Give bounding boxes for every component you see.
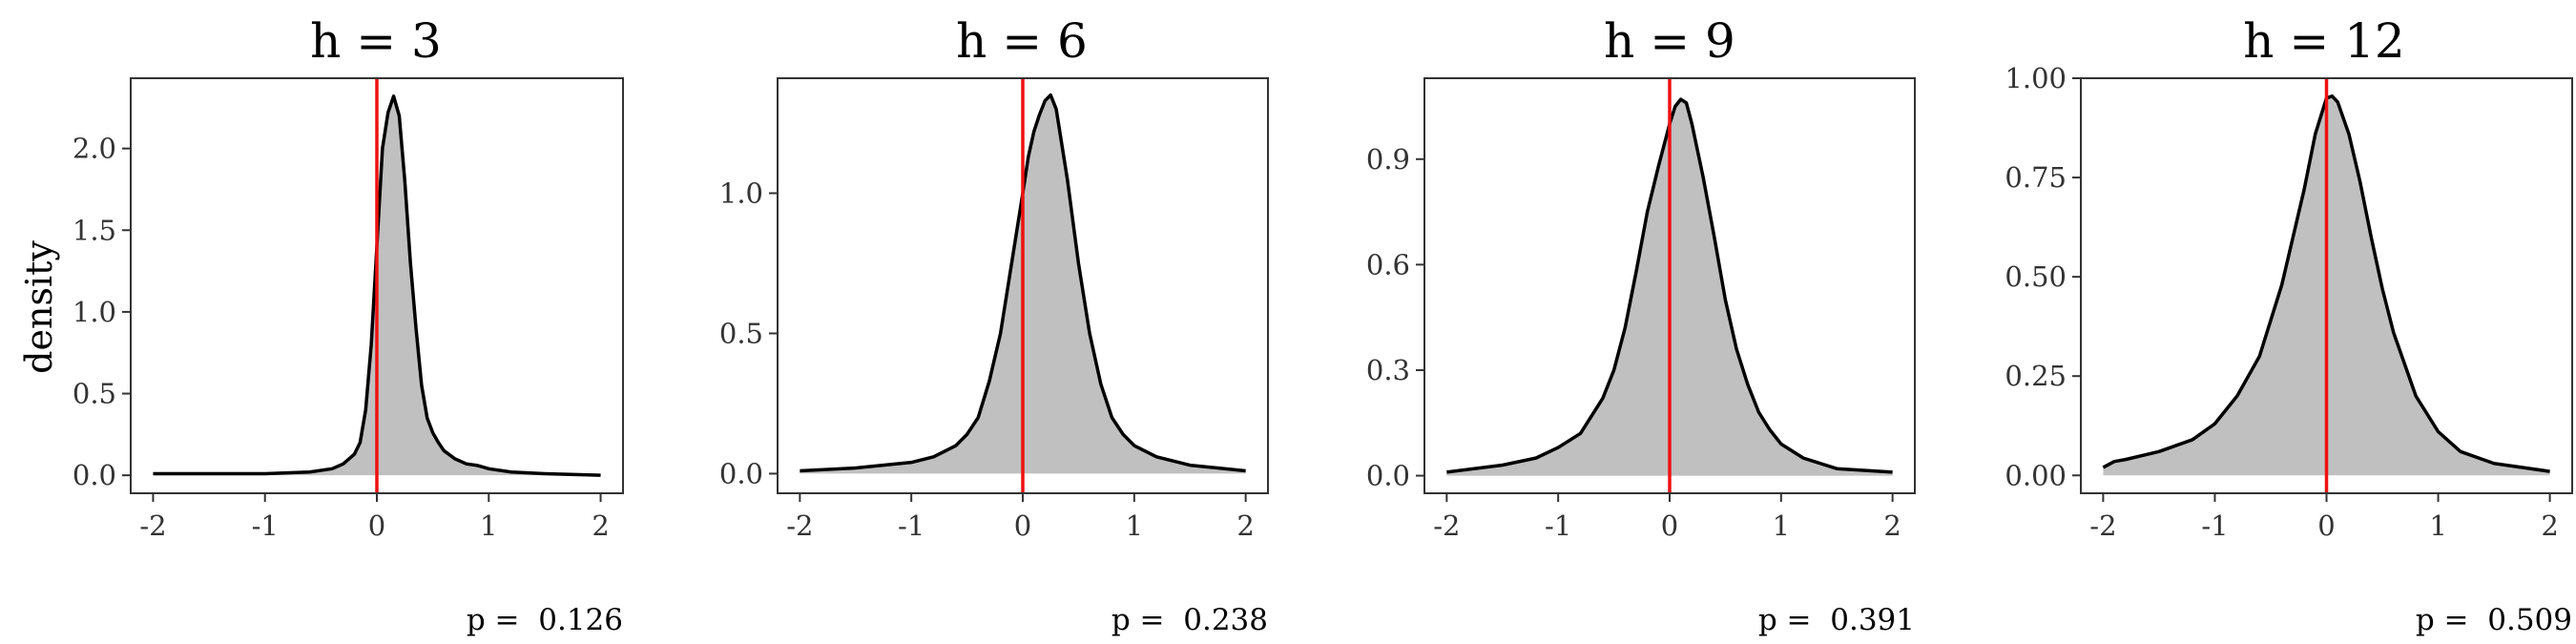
y-tick-label: 0.0 [73,459,116,491]
y-tick-label: 2.0 [73,133,116,165]
facet-panel-h9: h = 9 [1604,13,1735,69]
x-tick-label: -2 [139,509,166,542]
y-tick-label: 0.25 [2005,360,2067,392]
density-line [1446,97,1893,474]
p-value-note: p = 0.238 [1111,603,1268,637]
p-value-note: p = 0.391 [1758,603,1915,637]
y-tick-label: 0.5 [73,378,116,410]
p-value-note: p = 0.509 [2416,603,2572,637]
panel-plot-1: -2 -1 0 1 2 0.0 0.5 1.0 p = 0.238 [719,77,1269,637]
panel-plot-3: -2 -1 0 1 2 0.00 0.25 0.50 0.75 1.00 p = 0.509 [2005,62,2573,637]
panel-plot-2: -2 -1 0 1 2 0.0 0.3 0.6 0.9 p = 0.391 [1366,77,1916,637]
x-tick-label: 1 [480,509,497,542]
density-line [2102,93,2550,473]
density-line [153,94,601,477]
y-axis-label: density [18,240,60,374]
x-tick-label: -2 [786,509,813,542]
x-tick-label: 2 [2541,509,2558,542]
x-tick-label: 0 [2317,509,2335,542]
y-tick-label: 0.5 [719,317,763,349]
x-tick-label: -2 [2089,509,2116,542]
y-tick-label: 0.6 [1366,248,1410,280]
x-tick-label: 1 [2429,509,2446,542]
panel-title: h = 9 [1604,13,1735,69]
x-tick-label: 2 [592,509,609,542]
panel-title: h = 3 [310,13,442,69]
y-tick-label: 1.00 [2005,62,2067,94]
y-tick-label: 0.0 [1366,460,1410,492]
x-tick-label: 0 [1661,509,1678,542]
x-tick-label: 1 [1126,509,1143,542]
y-tick-label: 0.50 [2005,260,2067,293]
density-line [800,93,1246,473]
y-tick-label: 1.5 [73,214,116,246]
facet-panel-h12: h = 12 [2243,13,2405,69]
x-tick-label: 2 [1883,509,1901,542]
x-tick-label: -1 [1545,509,1571,542]
x-tick-label: -2 [1433,509,1460,542]
y-tick-label: 0.9 [1366,143,1410,176]
y-tick-label: 0.75 [2005,161,2067,194]
panel-plot-0: -2 -1 0 1 2 0.0 0.5 1.0 1.5 2.0 p = 0.126 [73,77,624,637]
y-tick-label: 1.0 [719,177,763,210]
p-value-note: p = 0.126 [467,603,623,637]
facet-panel-h3: h = 3 [310,13,442,69]
x-tick-label: 2 [1236,509,1254,542]
x-tick-label: -1 [2201,509,2228,542]
panel-title: h = 12 [2243,13,2405,69]
y-tick-label: 0.3 [1366,354,1410,386]
panel-title: h = 6 [956,13,1088,69]
y-tick-label: 0.00 [2005,459,2067,491]
x-tick-label: 0 [1014,509,1031,542]
x-tick-label: 0 [368,509,385,542]
x-tick-label: 1 [1773,509,1790,542]
x-tick-label: -1 [898,509,924,542]
y-tick-label: 1.0 [73,296,116,328]
facet-panel-h6: h = 6 [956,13,1088,69]
x-tick-label: -1 [252,509,279,542]
y-tick-label: 0.0 [719,457,763,489]
